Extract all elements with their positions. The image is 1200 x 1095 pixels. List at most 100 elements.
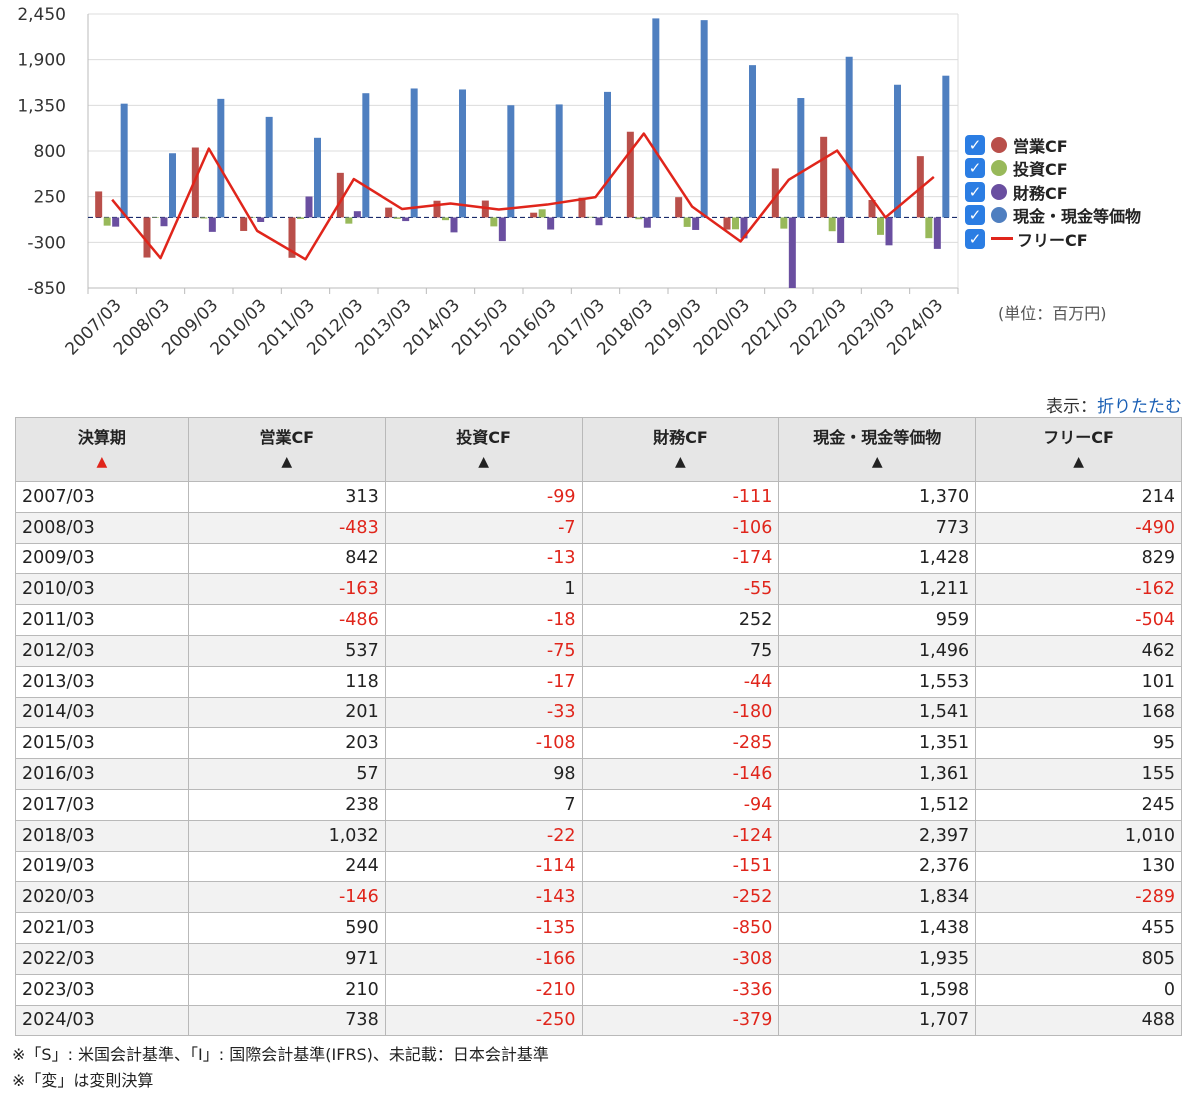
bar-0-2021/03 (771, 168, 779, 218)
value-cell: 130 (975, 850, 1182, 883)
value-cell: -124 (581, 819, 780, 852)
period-cell: 2009/03 (15, 542, 189, 575)
sort-ascending-icon[interactable]: ▲ (96, 453, 108, 470)
bar-2-2015/03 (498, 217, 506, 242)
sort-ascending-icon[interactable]: ▲ (281, 453, 293, 470)
table-row: 2015/03 203 -108 -285 1,351 95 (15, 727, 1182, 760)
bar-1-2011/03 (297, 217, 304, 219)
table-row: 2013/03 118 -17 -44 1,553 101 (15, 665, 1182, 698)
value-cell: -18 (384, 604, 583, 636)
bar-1-2008/03 (152, 217, 159, 219)
value-cell: 805 (975, 942, 1182, 975)
collapse-link[interactable]: 折りたたむ (1097, 397, 1182, 417)
period-cell: 2008/03 (15, 511, 189, 544)
sort-ascending-icon[interactable]: ▲ (478, 453, 489, 470)
table-row: 2010/03 -163 1 -55 1,211 -162 (15, 573, 1182, 606)
column-header[interactable]: 現金・現金等価物 ▲ (778, 417, 977, 482)
value-cell: -33 (384, 696, 583, 729)
column-header[interactable]: 営業CF ▲ (187, 417, 386, 482)
value-cell: 1,438 (778, 912, 977, 944)
legend-label: 財務CF (1013, 183, 1068, 203)
bar-3-2021/03 (797, 98, 805, 218)
legend-label: フリーCF (1017, 230, 1088, 250)
legend-item[interactable]: ✓ 投資CF (965, 157, 1141, 181)
column-header[interactable]: フリーCF ▲ (975, 417, 1182, 482)
value-cell: -108 (384, 727, 583, 760)
bar-2-2008/03 (160, 217, 168, 227)
bar-0-2019/03 (675, 197, 683, 218)
bar-3-2011/03 (314, 137, 321, 218)
bar-3-2009/03 (217, 98, 225, 218)
checkbox-checked-icon[interactable]: ✓ (965, 205, 985, 226)
value-cell: -17 (384, 665, 583, 698)
unit-label: (単位：百万円) (998, 304, 1107, 323)
value-cell: -135 (384, 912, 583, 944)
sort-ascending-icon[interactable]: ▲ (675, 453, 686, 470)
table-row: 2016/03 57 98 -146 1,361 155 (15, 758, 1182, 790)
bar-0-2016/03 (530, 212, 538, 218)
value-cell: 1,541 (778, 696, 977, 729)
bar-1-2009/03 (200, 217, 208, 219)
bar-1-2014/03 (442, 217, 449, 221)
period-cell: 2018/03 (15, 819, 189, 852)
period-cell: 2015/03 (15, 727, 189, 760)
legend-item[interactable]: ✓ フリーCF (965, 227, 1141, 251)
value-cell: -22 (384, 819, 583, 852)
value-cell: 1,496 (778, 634, 977, 667)
bar-3-2023/03 (894, 84, 901, 218)
legend-swatch (991, 237, 1013, 241)
value-cell: -252 (581, 881, 780, 914)
column-header-label: 投資CF (456, 427, 511, 447)
bar-3-2017/03 (604, 91, 611, 218)
bar-2-2011/03 (305, 196, 313, 218)
bar-0-2013/03 (385, 207, 393, 218)
value-cell: 1,935 (778, 942, 977, 975)
value-cell: -379 (581, 1004, 780, 1037)
value-cell: 210 (187, 973, 386, 1006)
sort-ascending-icon[interactable]: ▲ (871, 453, 883, 470)
bar-2-2019/03 (692, 217, 700, 230)
bar-3-2007/03 (120, 103, 128, 218)
bar-3-2012/03 (362, 93, 370, 218)
value-cell: 75 (581, 634, 780, 667)
value-cell: 7 (384, 788, 583, 821)
value-cell: 842 (187, 542, 386, 575)
value-cell: -94 (581, 788, 780, 821)
value-cell: -180 (581, 696, 780, 729)
checkbox-checked-icon[interactable]: ✓ (965, 228, 985, 249)
value-cell: -106 (581, 511, 780, 544)
sort-ascending-icon[interactable]: ▲ (1073, 453, 1084, 470)
period-cell: 2014/03 (15, 696, 189, 729)
legend-item[interactable]: ✓ 財務CF (965, 180, 1141, 204)
value-cell: 1,598 (778, 973, 977, 1006)
value-cell: -210 (384, 973, 583, 1006)
value-cell: 537 (187, 634, 386, 667)
bar-1-2020/03 (732, 217, 739, 230)
value-cell: 313 (187, 481, 386, 513)
bar-0-2007/03 (95, 191, 103, 218)
column-header[interactable]: 財務CF ▲ (581, 417, 780, 482)
checkbox-checked-icon[interactable]: ✓ (965, 134, 985, 155)
period-cell: 2012/03 (15, 634, 189, 667)
column-header[interactable]: 投資CF ▲ (384, 417, 583, 482)
table-row: 2020/03 -146 -143 -252 1,834 -289 (15, 881, 1182, 914)
legend-item[interactable]: ✓ 営業CF (965, 133, 1141, 157)
bar-3-2010/03 (265, 116, 273, 218)
value-cell: 1,370 (778, 481, 977, 513)
column-header[interactable]: 決算期 ▲ (15, 417, 189, 482)
value-cell: 57 (187, 758, 386, 790)
value-cell: -143 (384, 881, 583, 914)
bar-3-2015/03 (507, 105, 515, 218)
value-cell: -13 (384, 542, 583, 575)
value-cell: 238 (187, 788, 386, 821)
checkbox-checked-icon[interactable]: ✓ (965, 158, 985, 179)
checkbox-checked-icon[interactable]: ✓ (965, 181, 985, 202)
value-cell: 155 (975, 758, 1182, 790)
value-cell: -163 (187, 573, 386, 606)
bar-1-2019/03 (683, 217, 691, 227)
legend-item[interactable]: ✓ 現金・現金等価物 (965, 204, 1141, 228)
cashflow-table: 決算期 ▲ 営業CF ▲ 投資CF ▲ 財務CF ▲ 現金・現金等価物 ▲ フリーCF ▲ 2007/… (15, 417, 1182, 1037)
bar-2-2023/03 (885, 217, 893, 246)
bar-2-2020/03 (740, 217, 748, 239)
column-header-label: 現金・現金等価物 (813, 427, 942, 447)
